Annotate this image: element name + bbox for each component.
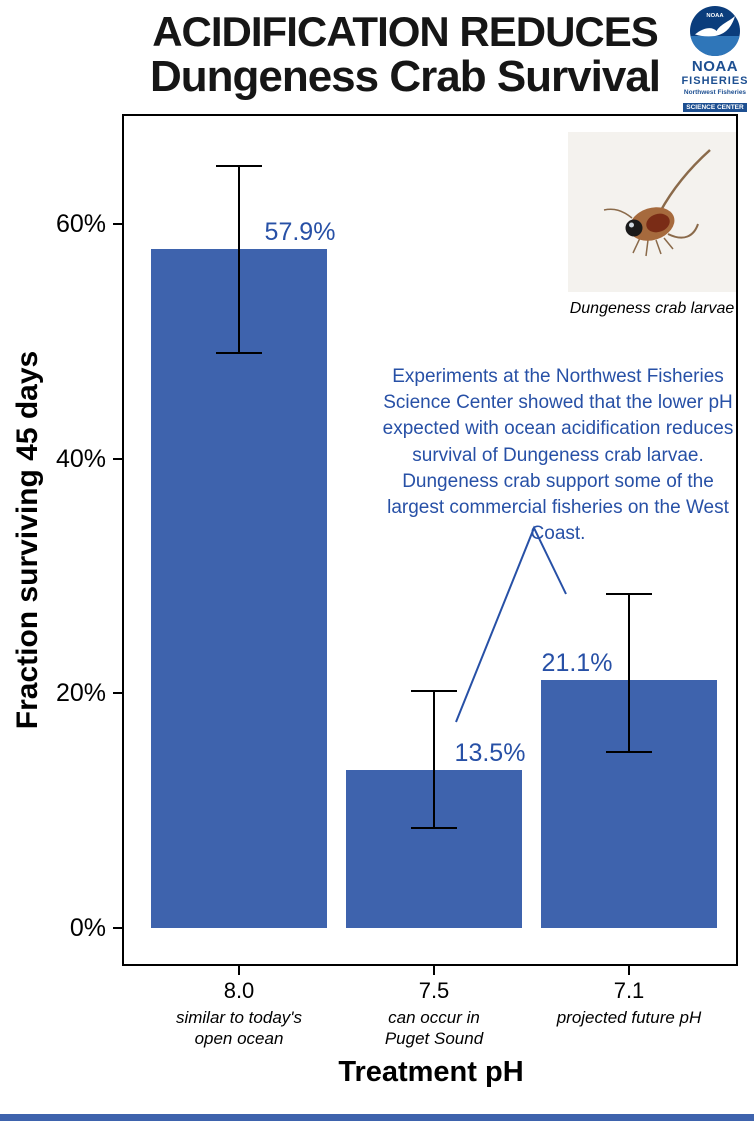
bar-value-label: 57.9%: [264, 217, 336, 246]
y-tick-label: 20%: [55, 679, 106, 708]
x-tick-mark: [433, 966, 435, 975]
error-bar-cap-top: [216, 164, 262, 167]
error-bar-cap-bottom: [411, 827, 457, 830]
x-category-note: projected future pH: [556, 1008, 702, 1027]
x-tick-mark: [238, 966, 240, 975]
error-bar: [433, 691, 435, 829]
logo-dept-label: FISHERIES: [681, 75, 749, 87]
y-tick-label: 40%: [55, 444, 106, 473]
title-line-1: ACIDIFICATION REDUCES: [152, 8, 659, 55]
y-tick-label: 60%: [55, 210, 106, 239]
y-tick-mark: [113, 457, 122, 460]
footer-bar: [0, 1114, 754, 1121]
error-bar-cap-top: [411, 690, 457, 693]
y-tick-label: 0%: [69, 914, 106, 942]
bar-ph-8.0: [151, 248, 327, 928]
x-tick-mark: [628, 966, 630, 975]
crab-larva-illustration: [568, 132, 736, 292]
y-axis-title: Fraction surviving 45 days: [11, 350, 44, 730]
crab-larvae-photo: [568, 132, 736, 292]
error-bar-cap-top: [606, 592, 652, 595]
annotation-text: Experiments at the Northwest Fisheries S…: [382, 366, 734, 545]
error-bar-cap-bottom: [606, 751, 652, 754]
x-axis-title: Treatment pH: [338, 1056, 524, 1088]
title-line-2: Dungeness Crab Survival: [149, 51, 661, 101]
y-tick-mark: [113, 692, 122, 695]
page-title: ACIDIFICATION REDUCES Dungeness Crab Sur…: [60, 10, 750, 99]
error-bar: [238, 165, 240, 354]
error-bar: [628, 593, 630, 753]
x-tick-label: 7.5: [418, 978, 450, 1003]
logo-center-label-1: Northwest Fisheries: [683, 89, 747, 96]
bar-value-label: 13.5%: [454, 738, 526, 767]
x-category-note: can occur in Puget Sound: [384, 1008, 484, 1049]
x-tick-label: 7.1: [613, 978, 645, 1003]
x-category-note: similar to today's open ocean: [175, 1008, 303, 1049]
logo-org-label: NOAA: [691, 58, 739, 75]
noaa-logo: NOAA NOAA FISHERIES Northwest Fisheries …: [680, 6, 750, 114]
x-tick-label: 8.0: [223, 978, 255, 1003]
inset-caption: Dungeness crab larvae: [569, 300, 735, 317]
y-tick-mark: [113, 927, 122, 929]
svg-text:NOAA: NOAA: [706, 13, 724, 19]
bar-value-label: 21.1%: [541, 649, 613, 678]
error-bar-cap-bottom: [216, 352, 262, 355]
y-tick-mark: [113, 223, 122, 226]
logo-center-label-2: SCIENCE CENTER: [683, 103, 747, 112]
noaa-seagull-icon: NOAA: [690, 6, 740, 56]
